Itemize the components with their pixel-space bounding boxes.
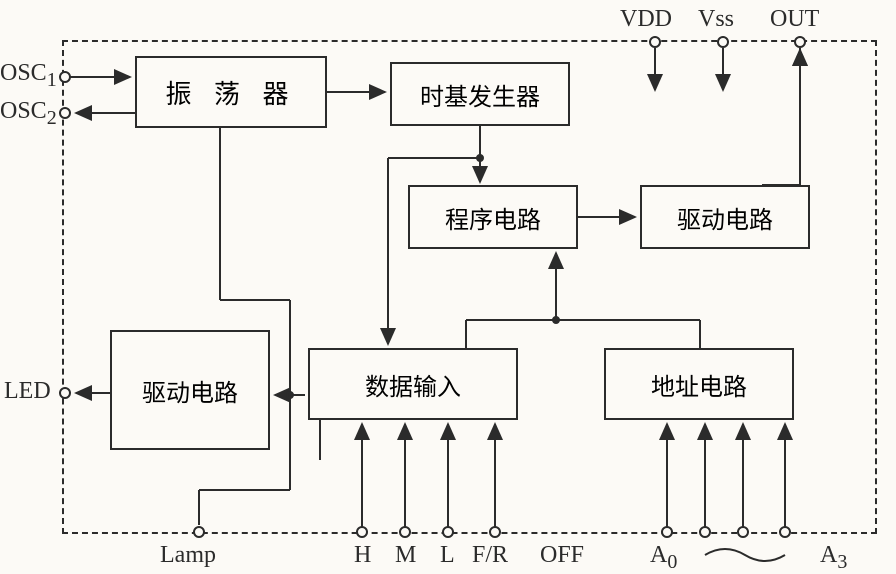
out-label: OUT (770, 6, 819, 33)
fr-label: F/R (472, 542, 508, 569)
drive-left-block: 驱动电路 (110, 330, 270, 450)
program-label: 程序电路 (445, 200, 541, 235)
out-text: OUT (770, 6, 819, 32)
osc2-label: OSC2 (0, 98, 57, 130)
fr-text: F/R (472, 542, 508, 568)
timebase-block: 时基发生器 (390, 62, 570, 126)
drive-left-label: 驱动电路 (142, 373, 238, 408)
vdd-text: VDD (620, 6, 672, 32)
a0-sub: 0 (667, 551, 677, 573)
program-block: 程序电路 (408, 185, 578, 249)
led-label: LED (4, 378, 51, 405)
off-text: OFF (540, 542, 584, 568)
a0-label: A0 (650, 542, 677, 574)
diagram-canvas: 振 荡 器 时基发生器 程序电路 驱动电路 驱动电路 数据输入 地址电路 OSC… (0, 0, 896, 573)
osc1-label: OSC1 (0, 60, 57, 92)
timebase-label: 时基发生器 (420, 77, 540, 112)
oscillator-label: 振 荡 器 (165, 74, 296, 111)
address-label: 地址电路 (651, 367, 747, 402)
l-text: L (440, 542, 455, 568)
data-input-block: 数据输入 (308, 348, 518, 420)
a3-sub: 3 (837, 551, 847, 573)
drive-right-label: 驱动电路 (677, 200, 773, 235)
data-input-label: 数据输入 (365, 367, 461, 402)
off-label: OFF (540, 542, 584, 569)
a3-text: A (820, 542, 837, 568)
m-label: M (395, 542, 416, 569)
vss-label: Vss (698, 6, 734, 33)
address-block: 地址电路 (604, 348, 794, 420)
h-label: H (354, 542, 371, 569)
osc1-text: OSC (0, 60, 47, 86)
osc1-sub: 1 (47, 69, 57, 91)
led-text: LED (4, 378, 51, 404)
h-text: H (354, 542, 371, 568)
drive-right-block: 驱动电路 (640, 185, 810, 249)
a0-text: A (650, 542, 667, 568)
a3-label: A3 (820, 542, 847, 574)
vss-text: Vss (698, 6, 734, 32)
m-text: M (395, 542, 416, 568)
osc2-sub: 2 (47, 107, 57, 129)
vdd-label: VDD (620, 6, 672, 33)
osc2-text: OSC (0, 98, 47, 124)
lamp-label: Lamp (160, 542, 216, 569)
lamp-text: Lamp (160, 542, 216, 568)
l-label: L (440, 542, 455, 569)
oscillator-block: 振 荡 器 (135, 56, 327, 128)
